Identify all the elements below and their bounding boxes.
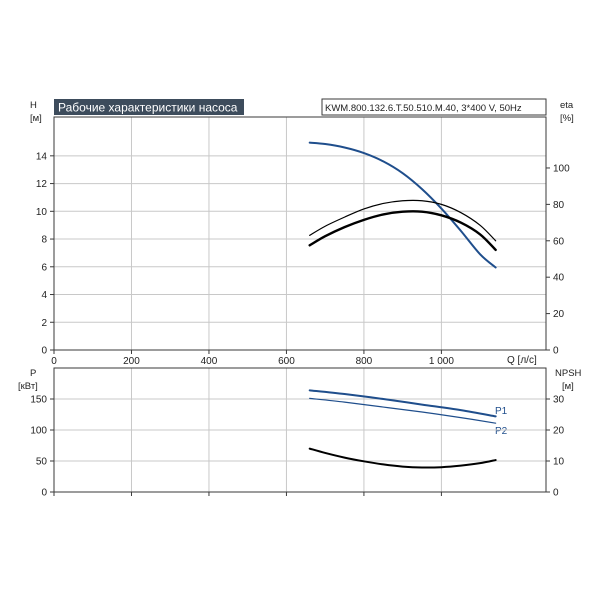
npsh-axis-name: NPSH — [555, 368, 582, 379]
y-left-tick-label: 2 — [41, 318, 47, 329]
x-tick-label: 200 — [123, 356, 140, 367]
chart-title: Рабочие характеристики насоса — [58, 101, 238, 115]
series-line-0-1 — [309, 199, 497, 242]
y-left-tick-label: 0 — [41, 346, 47, 357]
series-label-p1: P1 — [495, 406, 508, 417]
series-label-p2: P2 — [495, 426, 508, 437]
h-axis-unit: [м] — [30, 113, 42, 124]
y-right-tick-label: 20 — [553, 309, 565, 320]
x-tick-label: 1 000 — [429, 356, 454, 367]
y-right-tick-label: 60 — [553, 236, 565, 247]
y-right-tick-label: 0 — [553, 488, 559, 499]
y-right-tick-label: 40 — [553, 273, 565, 284]
y-right-tick-label: 100 — [553, 163, 570, 174]
x-tick-label: 600 — [278, 356, 295, 367]
y-right-tick-label: 20 — [553, 426, 565, 437]
y-left-tick-label: 6 — [41, 262, 47, 273]
h-axis-name: H — [30, 100, 37, 111]
npsh-axis-unit: [м] — [562, 381, 574, 392]
y-right-tick-label: 80 — [553, 200, 565, 211]
y-left-tick-label: 4 — [41, 290, 47, 301]
series-line-0-0 — [308, 141, 497, 269]
y-right-tick-label: 30 — [553, 395, 565, 406]
y-right-tick-label: 10 — [553, 457, 565, 468]
x-tick-label: 800 — [356, 356, 373, 367]
model-label: KWM.800.132.6.T.50.510.M.40, 3*400 V, 50… — [325, 103, 522, 114]
chart-title-box — [54, 99, 244, 115]
y-left-tick-label: 8 — [41, 235, 47, 246]
y-right-tick-label: 0 — [553, 346, 559, 357]
series-line-1-1 — [309, 397, 497, 424]
eta-axis-name: eta — [560, 100, 574, 111]
y-left-tick-label: 10 — [36, 207, 48, 218]
y-left-tick-label: 100 — [30, 426, 47, 437]
series-line-1-0 — [308, 389, 497, 418]
y-left-tick-label: 0 — [41, 488, 47, 499]
x-tick-label: 0 — [51, 356, 57, 367]
series-line-0-2 — [308, 210, 497, 252]
y-left-tick-label: 14 — [36, 151, 48, 162]
p-axis-unit: [кВт] — [18, 381, 38, 392]
y-left-tick-label: 50 — [36, 457, 48, 468]
y-left-tick-label: 12 — [36, 179, 48, 190]
x-axis-label: Q [л/с] — [507, 355, 537, 366]
plot-frame — [53, 116, 547, 351]
p-axis-name: P — [30, 368, 36, 379]
eta-axis-unit: [%] — [560, 113, 574, 124]
x-tick-label: 400 — [201, 356, 218, 367]
y-left-tick-label: 150 — [30, 395, 47, 406]
model-label-box — [321, 98, 547, 116]
series-line-1-2 — [308, 447, 497, 469]
